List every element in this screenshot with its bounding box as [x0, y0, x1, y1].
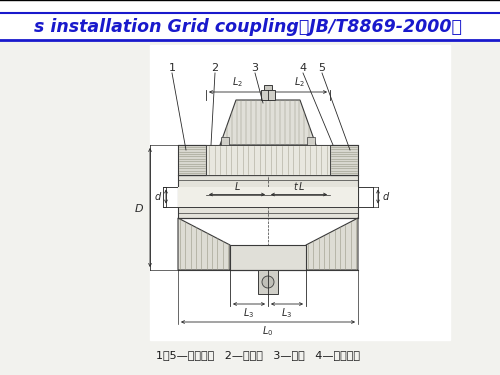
Polygon shape [306, 218, 358, 270]
Polygon shape [206, 145, 330, 175]
Text: $L_0$: $L_0$ [262, 324, 274, 338]
Bar [230, 245, 306, 270]
Circle shape [262, 276, 274, 288]
Text: 5: 5 [318, 63, 326, 73]
Text: $L_2$: $L_2$ [294, 75, 304, 89]
Text: $L$: $L$ [234, 180, 240, 192]
Text: $d$: $d$ [382, 190, 390, 202]
Bar [221, 137, 229, 145]
Bar [0, 0, 500, 13]
Text: $L_3$: $L_3$ [244, 306, 254, 320]
Text: 3: 3 [252, 63, 258, 73]
Bar [150, 45, 450, 340]
Text: 1、5—半联轴器   2—润滑孔   3—罩壳   4—蛇形弹簧: 1、5—半联轴器 2—润滑孔 3—罩壳 4—蛇形弹簧 [156, 350, 360, 360]
Bar [258, 270, 278, 294]
Bar [0, 13, 500, 40]
Text: $L_2$: $L_2$ [232, 75, 242, 89]
Polygon shape [178, 145, 206, 175]
Text: $D$: $D$ [134, 201, 144, 213]
Polygon shape [220, 100, 316, 145]
Bar [264, 85, 272, 90]
Bar [178, 186, 358, 207]
Text: $t\,L$: $t\,L$ [293, 180, 305, 192]
Text: $L_3$: $L_3$ [282, 306, 292, 320]
Text: 2: 2 [212, 63, 218, 73]
Bar [178, 175, 358, 218]
Bar [307, 137, 315, 145]
Text: $d$: $d$ [154, 190, 162, 202]
Polygon shape [178, 218, 230, 270]
Bar [261, 90, 275, 100]
Text: 4: 4 [300, 63, 306, 73]
Text: 1: 1 [168, 63, 175, 73]
Text: s installation Grid coupling（JB/T8869-2000）: s installation Grid coupling（JB/T8869-20… [34, 18, 462, 36]
Polygon shape [330, 145, 358, 175]
